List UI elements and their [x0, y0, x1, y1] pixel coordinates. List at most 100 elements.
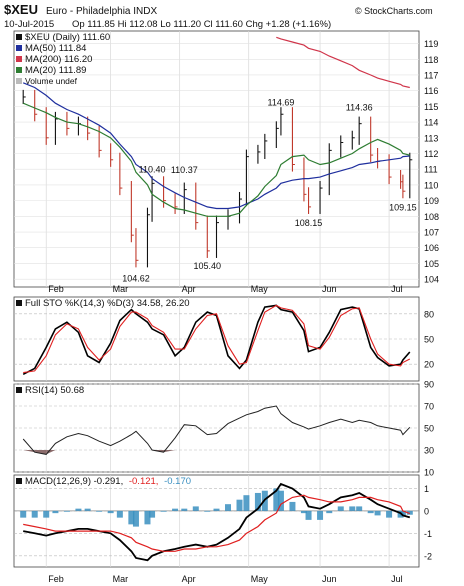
quote-line: Op 111.85 Hi 112.08 Lo 111.20 Cl 111.60 …	[72, 19, 331, 30]
y-tick-label: 1	[424, 484, 429, 494]
macd-histogram-bar	[31, 510, 38, 518]
y-tick-label: 112	[424, 149, 438, 159]
y-tick-label: 115	[424, 102, 438, 112]
macd-histogram-bar	[144, 510, 151, 525]
rsi-oversold-fill	[23, 450, 35, 453]
macd-histogram-bar	[107, 510, 114, 514]
macd-histogram-bar	[337, 506, 344, 511]
y-tick-label: 10	[424, 468, 434, 478]
macd-signal-value: -0.121,	[129, 476, 159, 487]
macd-value: MACD(12,26,9) -0.291,	[25, 476, 123, 487]
macd-histogram-bar	[96, 510, 103, 512]
macd-histogram-bar	[181, 508, 188, 511]
y-tick-label: 110	[424, 180, 438, 190]
ma50-legend-swatch	[16, 45, 22, 51]
sto-legend-swatch	[16, 300, 22, 306]
macd-histogram-bar	[326, 510, 333, 514]
macd-histogram-bar	[236, 499, 243, 511]
axis-layer: Feb Feb Mar Mar Apr Apr May May Jun Jun Jul Jul 104 1…	[48, 39, 439, 584]
price-legend-label: $XEU (Daily) 111.60	[25, 32, 110, 43]
macd-legend-swatch	[16, 478, 22, 484]
macd-histogram-bar	[116, 510, 123, 518]
macd-histogram-bar	[149, 510, 156, 518]
ma200-legend-swatch	[16, 56, 22, 62]
month-tick-label: Mar	[113, 284, 129, 294]
y-tick-label: -1	[424, 529, 432, 539]
macd-histogram-bar	[367, 510, 374, 514]
macd-histogram-bar	[84, 508, 91, 511]
rsi-oversold-fill	[34, 450, 47, 455]
y-tick-label: 80	[424, 309, 434, 319]
macd-histogram-bar	[374, 510, 381, 516]
macd-histogram-bar	[349, 506, 356, 511]
macd-histogram-bar	[386, 510, 393, 518]
macd-histogram-bar	[43, 510, 50, 518]
y-tick-label: 107	[424, 228, 439, 238]
macd-histogram-bar	[160, 510, 167, 512]
ma20-legend-label: MA(20) 111.89	[25, 65, 86, 76]
macd-line	[23, 482, 411, 562]
rsi-legend: RSI(14) 50.68	[16, 385, 84, 396]
ma20-legend-swatch	[16, 67, 22, 73]
macd-hist-value: -0.170	[164, 476, 191, 487]
y-tick-label: 90	[424, 380, 434, 390]
y-tick-label: 70	[424, 402, 434, 412]
y-tick-label: 116	[424, 86, 438, 96]
price-annotation: 114.69	[268, 97, 295, 107]
y-tick-label: 118	[424, 55, 438, 65]
rsi-oversold-fill	[163, 450, 176, 453]
ma200-line	[276, 36, 410, 89]
quote-date: 10-Jul-2015	[4, 19, 54, 30]
month-tick-label: Jun	[322, 284, 337, 294]
month-tick-label: Jun	[322, 574, 337, 584]
macd-legend: MACD(12,26,9) -0.291, -0.121, -0.170	[16, 476, 191, 487]
ma50-line	[22, 82, 410, 210]
macd-histogram-bar	[289, 501, 296, 511]
price-annotation: 108.15	[295, 218, 323, 228]
macd-histogram-bar	[273, 488, 280, 511]
index-name: Euro - Philadelphia INDX	[46, 6, 157, 17]
macd-histogram-bar	[406, 510, 413, 515]
y-tick-label: 113	[424, 133, 438, 143]
price-annotation: 110.37	[171, 165, 198, 175]
y-tick-label: 20	[424, 360, 434, 370]
month-tick-label: Jul	[391, 574, 403, 584]
macd-histogram-bar	[277, 490, 284, 511]
price-annotation: 110.40	[139, 165, 166, 175]
macd-histogram-bar	[128, 510, 135, 525]
rsi-legend-swatch	[16, 387, 22, 393]
macd-histogram-bar	[132, 510, 139, 527]
plot-layer	[20, 36, 413, 562]
grid-layer	[14, 31, 419, 567]
y-tick-label: 114	[424, 118, 438, 128]
macd-signal-line	[23, 494, 411, 552]
macd-histogram-bar	[172, 508, 179, 511]
month-tick-label: May	[251, 284, 269, 294]
month-tick-label: Jul	[391, 284, 403, 294]
sto-d-line	[23, 304, 411, 374]
macd-histogram-bar	[213, 508, 220, 511]
watermark: © StockCharts.com	[355, 6, 433, 16]
volume-legend-label: Volume undef	[25, 76, 78, 86]
y-tick-label: 104	[424, 275, 439, 285]
price-annotation: 105.40	[194, 261, 222, 271]
y-tick-label: 109	[424, 196, 439, 206]
rsi-legend-label: RSI(14) 50.68	[25, 385, 84, 396]
volume-legend-swatch	[16, 78, 22, 84]
ma200-legend-label: MA(200) 116.20	[25, 54, 92, 65]
macd-histogram-bar	[356, 506, 363, 511]
macd-panel-frame	[13, 474, 420, 568]
month-tick-label: Feb	[48, 284, 64, 294]
month-tick-label: May	[251, 574, 269, 584]
sto-legend: Full STO %K(14,3) %D(3) 34.58, 26.20	[16, 298, 190, 309]
y-tick-label: 117	[424, 70, 438, 80]
y-tick-label: 105	[424, 259, 439, 269]
macd-histogram-bar	[63, 510, 70, 512]
ma50-legend-label: MA(50) 111.84	[25, 43, 86, 54]
month-tick-label: Apr	[182, 284, 196, 294]
y-tick-label: 111	[424, 165, 438, 175]
month-tick-label: Mar	[113, 574, 129, 584]
macd-histogram-bar	[317, 510, 324, 520]
y-tick-label: 30	[424, 446, 434, 456]
